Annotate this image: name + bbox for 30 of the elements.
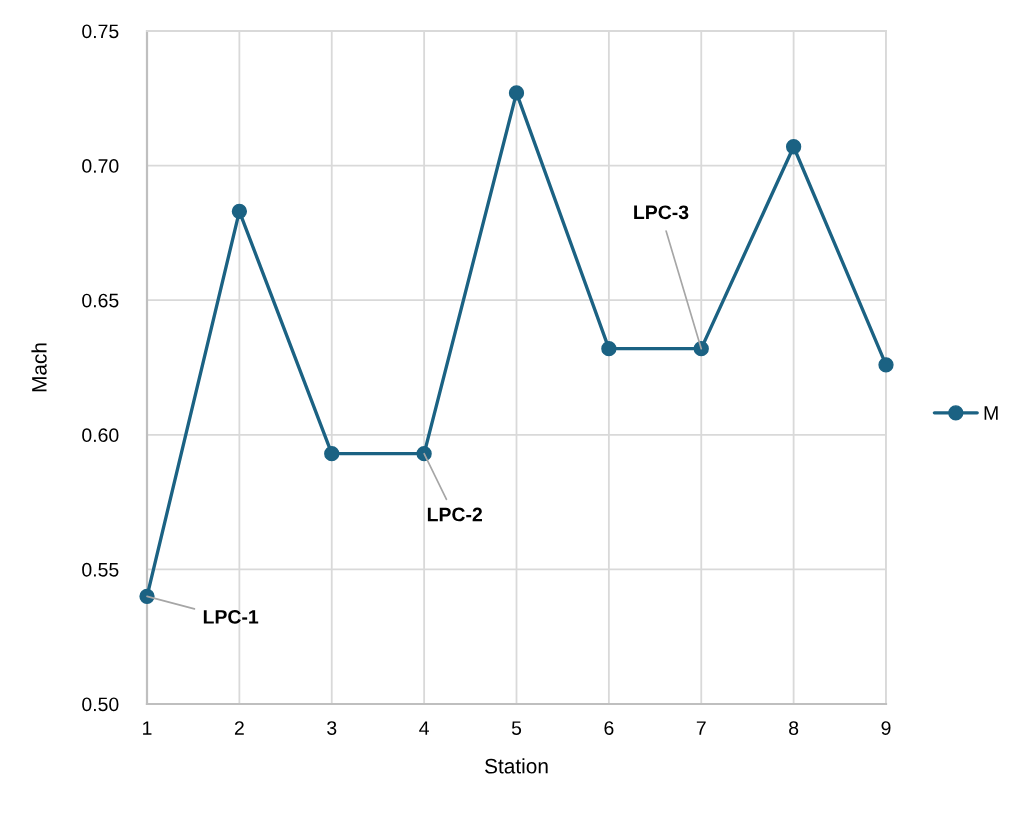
x-tick-label: 7 (696, 721, 706, 735)
annotation: LPC-2 (427, 507, 482, 522)
x-tick-label: 9 (881, 721, 891, 735)
y-tick-label: 0.75 (82, 24, 119, 39)
x-tick-label: 2 (234, 721, 244, 735)
x-tick-label: 6 (604, 721, 614, 735)
x-axis-title: Station (485, 758, 548, 774)
point (231, 203, 248, 220)
x-tick-label: 4 (419, 721, 429, 735)
point (878, 357, 894, 373)
point (785, 139, 802, 155)
legend-label: M (984, 406, 998, 420)
point (601, 341, 617, 357)
annotation: LPC-1 (203, 609, 259, 624)
y-tick-label: 0.55 (82, 562, 119, 577)
y-tick-label: 0.65 (82, 293, 119, 308)
annotation: LPC-3 (634, 205, 689, 220)
x-tick-label: 5 (511, 721, 522, 735)
point (508, 85, 525, 101)
x-tick-label: 1 (143, 721, 152, 735)
point (416, 446, 432, 462)
point (693, 341, 709, 357)
y-tick-label: 0.50 (82, 697, 119, 712)
point (139, 588, 155, 604)
y-axis-title: Mach (31, 343, 47, 392)
x-tick-label: 8 (789, 721, 799, 735)
x-tick-label: 3 (327, 721, 337, 735)
point (324, 446, 340, 462)
y-tick-label: 0.60 (82, 428, 119, 443)
y-tick-label: 0.70 (82, 159, 119, 173)
